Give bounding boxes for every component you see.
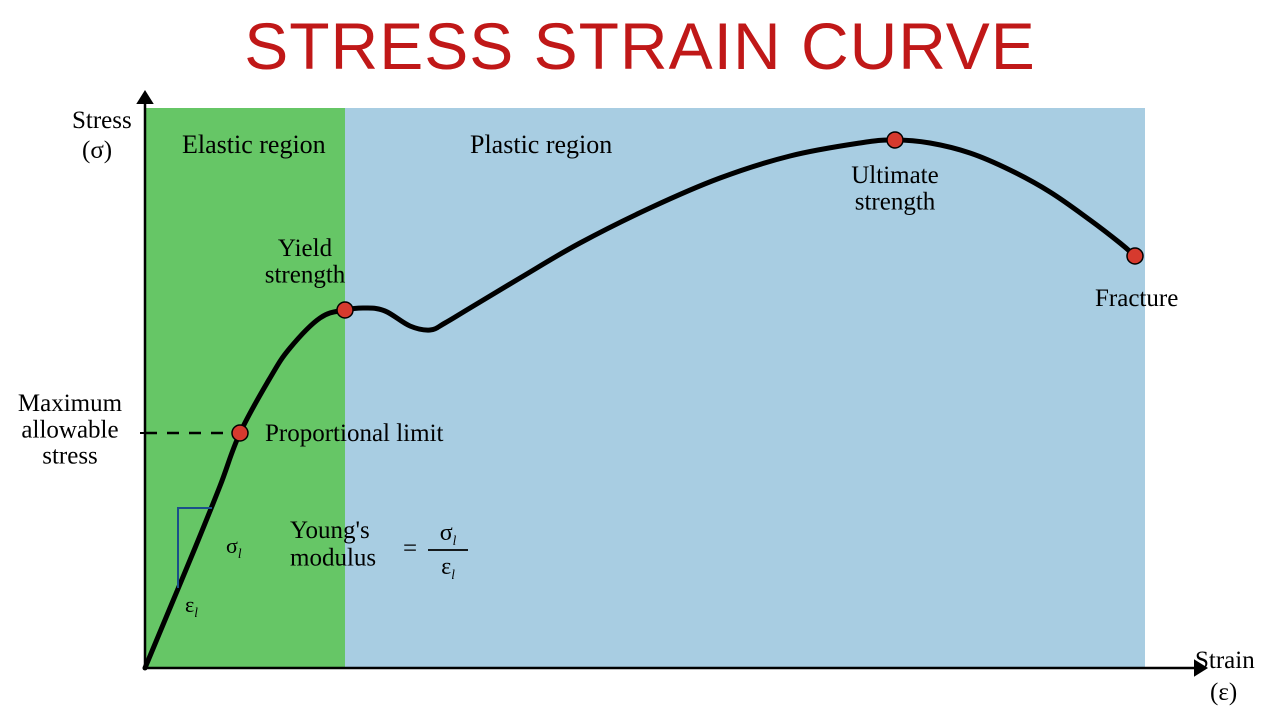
youngs-modulus-label: Young'smodulus [290,517,376,572]
plastic-region [345,108,1145,668]
elastic-region [145,108,345,668]
equals-sign: = [403,535,417,562]
fracture-point-icon [1127,248,1143,264]
fracture-label: Fracture [1095,285,1178,312]
x-axis-label: Strain [1195,647,1255,674]
proportional-limit-point-icon [232,425,248,441]
y-axis-label: Stress [72,107,132,134]
ultimate-strength-point-icon [887,132,903,148]
elastic-region-label: Elastic region [182,130,326,159]
y-axis-arrow-icon [136,90,154,104]
proportional-limit-label: Proportional limit [265,420,444,447]
yield-strength-point-icon [337,302,353,318]
plastic-region-label: Plastic region [470,130,612,159]
ultimate-strength-label: Ultimatestrength [851,162,938,215]
x-axis-symbol: (ε) [1210,679,1237,706]
y-axis-symbol: (σ) [82,137,112,164]
stress-strain-chart: Elastic region Plastic region Maximumallow… [0,8,1280,728]
max-stress-label: Maximumallowablestress [18,390,123,470]
